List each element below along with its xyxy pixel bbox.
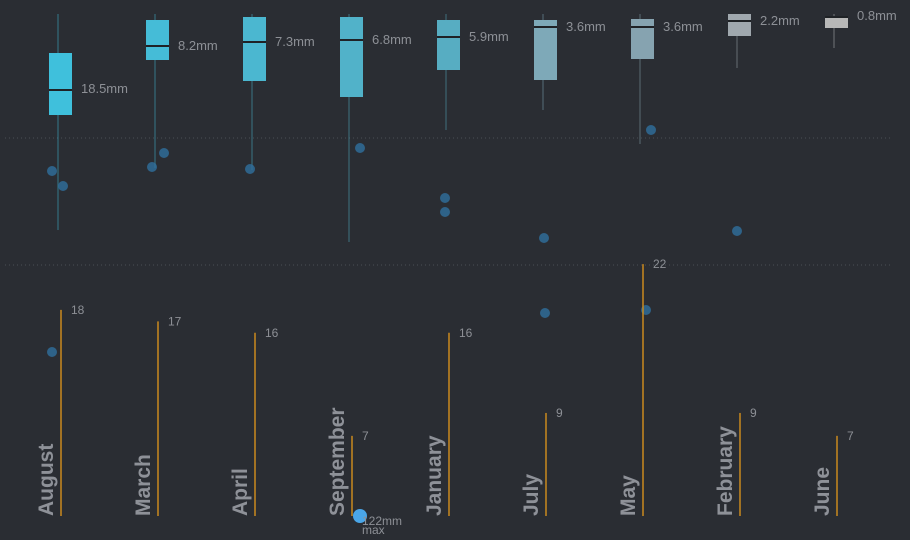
outlier-point: [47, 347, 57, 357]
outlier-point: [159, 148, 169, 158]
median-label: 3.6mm: [663, 19, 703, 34]
max-point: [353, 509, 367, 523]
month-group: 18.5mm 18 August: [35, 14, 128, 516]
box-body: [631, 19, 654, 59]
box-body: [146, 20, 169, 60]
outlier-point: [245, 164, 255, 174]
max-value-label: 122mm: [362, 514, 402, 528]
box-body: [825, 17, 848, 28]
outlier-point: [646, 125, 656, 135]
month-group: 7.3mm 16 April: [229, 14, 315, 516]
box-body: [728, 14, 751, 36]
median-label: 8.2mm: [178, 38, 218, 53]
month-label: May: [617, 475, 640, 516]
month-group: 8.2mm 17 March: [132, 14, 218, 516]
count-label: 16: [265, 326, 279, 340]
month-label: September: [326, 407, 349, 516]
outlier-point: [440, 207, 450, 217]
month-group: 0.8mm 7 June: [811, 8, 897, 516]
outlier-point: [732, 226, 742, 236]
outlier-point: [355, 143, 365, 153]
month-label: April: [229, 468, 252, 516]
box-body: [243, 17, 266, 81]
max-caption: max: [362, 523, 385, 537]
count-label: 16: [459, 326, 473, 340]
outlier-point: [440, 193, 450, 203]
month-group: 2.2mm 9 February: [714, 13, 800, 516]
outlier-point: [540, 308, 550, 318]
outlier-point: [539, 233, 549, 243]
median-label: 3.6mm: [566, 19, 606, 34]
median-label: 6.8mm: [372, 32, 412, 47]
median-label: 7.3mm: [275, 34, 315, 49]
month-group: 6.8mm 7 September: [326, 14, 412, 516]
median-label: 18.5mm: [81, 81, 128, 96]
box-body: [534, 20, 557, 80]
outlier-point: [58, 181, 68, 191]
month-label: March: [132, 454, 155, 516]
month-group: 3.6mm 22 May: [617, 14, 703, 516]
box-body: [437, 20, 460, 70]
month-label: June: [811, 467, 834, 516]
median-label: 2.2mm: [760, 13, 800, 28]
count-label: 9: [556, 406, 563, 420]
month-group: 3.6mm 9 July: [520, 14, 606, 516]
count-label: 7: [362, 429, 369, 443]
month-group: 5.9mm 16 January: [423, 14, 509, 516]
count-label: 17: [168, 314, 182, 328]
count-label: 22: [653, 257, 667, 271]
outlier-point: [147, 162, 157, 172]
month-label: February: [714, 426, 737, 516]
outlier-point: [47, 166, 57, 176]
month-label: January: [423, 435, 446, 516]
month-label: July: [520, 474, 543, 516]
count-label: 9: [750, 406, 757, 420]
month-label: August: [35, 444, 58, 516]
box-body: [340, 17, 363, 97]
median-label: 5.9mm: [469, 29, 509, 44]
box-body: [49, 53, 72, 115]
median-label: 0.8mm: [857, 8, 897, 23]
count-label: 7: [847, 429, 854, 443]
count-label: 18: [71, 303, 85, 317]
